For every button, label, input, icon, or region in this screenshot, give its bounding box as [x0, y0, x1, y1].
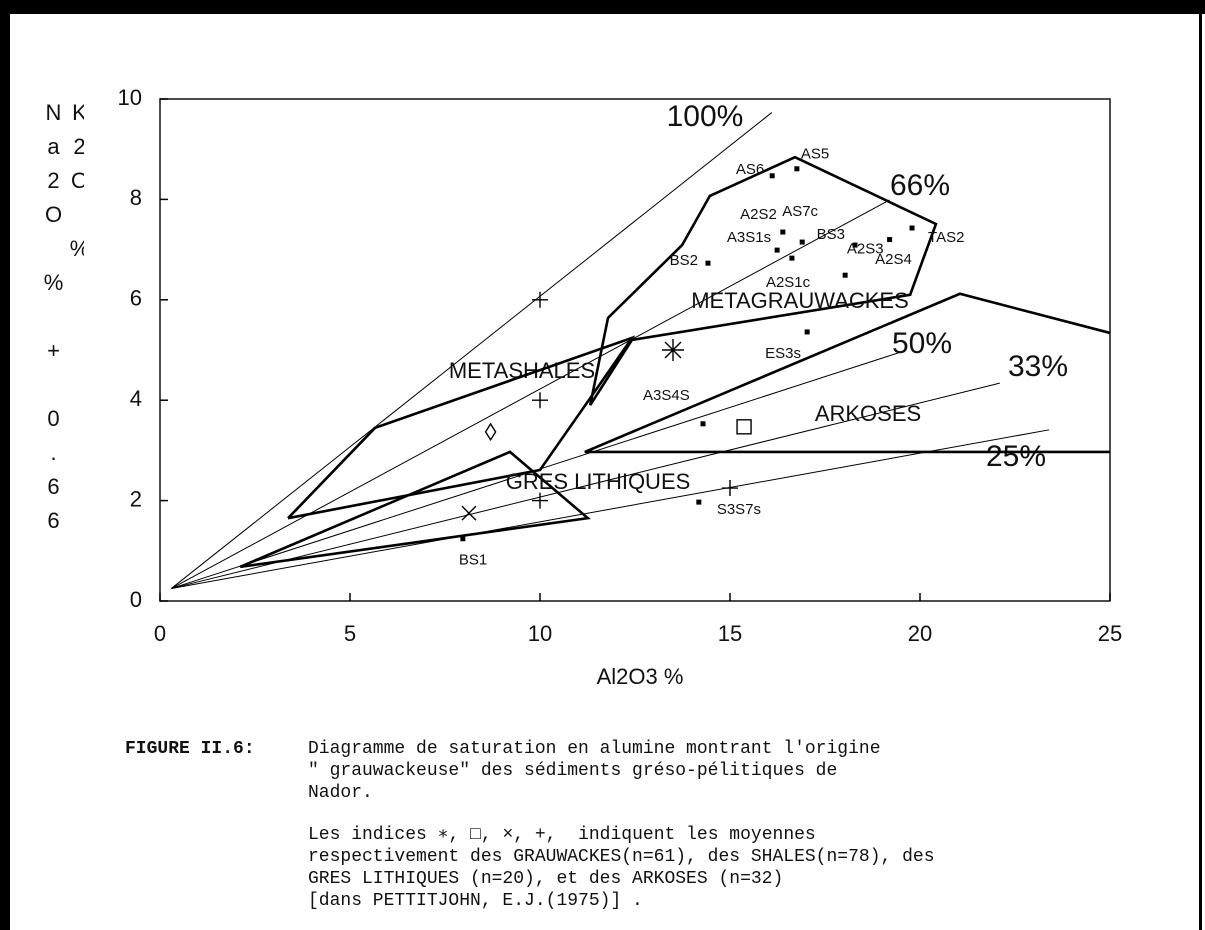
mean-marker	[736, 419, 752, 435]
ratio-line	[171, 112, 773, 589]
ratio-label: 66%	[890, 169, 950, 202]
sample-point	[700, 421, 706, 427]
plot-frame	[159, 98, 1111, 602]
field-label: ARKOSES	[815, 401, 921, 426]
sample-point	[705, 260, 711, 266]
left-border	[0, 0, 10, 930]
note-line: [dans PETTITJOHN, E.J.(1975)] .	[308, 891, 643, 911]
sample-label: A3S4S	[643, 387, 690, 404]
y-tick-label: 4	[130, 386, 142, 411]
ratio-line	[171, 199, 890, 589]
mean-marker	[532, 492, 548, 509]
y-tick-label: 0	[130, 587, 142, 612]
figure-number: FIGURE II.6:	[125, 739, 255, 759]
x-axis-label: Al2O3 %	[597, 664, 684, 689]
caption-line: Diagramme de saturation en alumine montr…	[308, 739, 881, 759]
x-tick-label: 0	[154, 621, 166, 646]
sample-point	[799, 239, 805, 245]
sample-label: A2S2	[740, 206, 777, 223]
sample-label: AS5	[801, 146, 829, 163]
sample-point	[794, 166, 800, 172]
y-axis-label-box: Na2O % + 0.66 K2O %	[41, 100, 84, 542]
note-line: respectivement des GRAUWACKES(n=61), des…	[308, 847, 935, 867]
x-tick-label: 25	[1098, 621, 1122, 646]
top-border	[0, 0, 1205, 14]
sample-point	[774, 247, 780, 253]
mean-marker	[532, 392, 548, 409]
sample-label: A3S1s	[727, 229, 771, 246]
field-boundary	[287, 335, 636, 520]
field-label: METASHALES	[449, 358, 595, 383]
ratio-label: 25%	[986, 440, 1046, 473]
sample-point	[842, 272, 848, 278]
y-axis-label: Na2O % + 0.66 K2O %	[41, 100, 84, 542]
field-boundary	[588, 155, 938, 406]
y-tick-label: 8	[130, 185, 142, 210]
sample-point	[789, 255, 795, 261]
y-tick-label: 10	[118, 85, 142, 110]
field-label: GRES LITHIQUES	[506, 469, 691, 494]
sample-point	[780, 229, 786, 235]
caption-line: Nador.	[308, 783, 373, 803]
field-boundary	[584, 292, 1111, 454]
sample-point	[852, 242, 858, 248]
mean-marker	[461, 505, 477, 521]
field-label: METAGRAUWACKES	[691, 288, 909, 313]
x-tick-label: 5	[344, 621, 356, 646]
sample-label: BS1	[459, 552, 487, 569]
sample-label: BS2	[670, 252, 698, 269]
x-tick-label: 15	[718, 621, 742, 646]
ratio-line	[171, 429, 1050, 589]
mean-marker	[484, 422, 497, 442]
caption-line: " grauwackeuse" des sédiments gréso-péli…	[308, 761, 837, 781]
sample-point	[804, 329, 810, 335]
sample-point	[696, 499, 702, 505]
right-border	[1199, 0, 1202, 930]
y-tick-label: 2	[130, 486, 142, 511]
note-line: Les indices ∗, □, ×, +, indiquent les mo…	[308, 825, 816, 845]
sample-point	[460, 536, 466, 542]
sample-label: ES3s	[765, 345, 801, 362]
sample-label: A2S4	[875, 251, 912, 268]
x-tick-label: 20	[908, 621, 932, 646]
x-tick-label: 10	[528, 621, 552, 646]
mean-marker	[662, 339, 684, 361]
sample-label: A2S3	[847, 241, 884, 258]
sample-point	[909, 225, 915, 231]
ratio-label: 50%	[892, 327, 952, 360]
sample-point	[769, 173, 775, 179]
ratio-line	[171, 382, 1000, 589]
sample-label: AS6	[736, 161, 764, 178]
ratio-label: 33%	[1008, 350, 1068, 383]
sample-point	[887, 237, 893, 243]
sample-label: BS3	[817, 226, 845, 243]
sample-label: TAS2	[928, 229, 964, 246]
mean-marker	[532, 291, 548, 308]
note-line: GRES LITHIQUES (n=20), et des ARKOSES (n…	[308, 869, 783, 889]
sample-label: AS7c	[782, 203, 818, 220]
field-boundary	[239, 450, 591, 569]
sample-label: A2S1c	[766, 274, 811, 291]
mean-marker	[722, 480, 738, 497]
sample-label: S3S7s	[717, 501, 761, 518]
ratio-label: 100%	[667, 100, 744, 133]
y-tick-label: 6	[130, 286, 142, 311]
